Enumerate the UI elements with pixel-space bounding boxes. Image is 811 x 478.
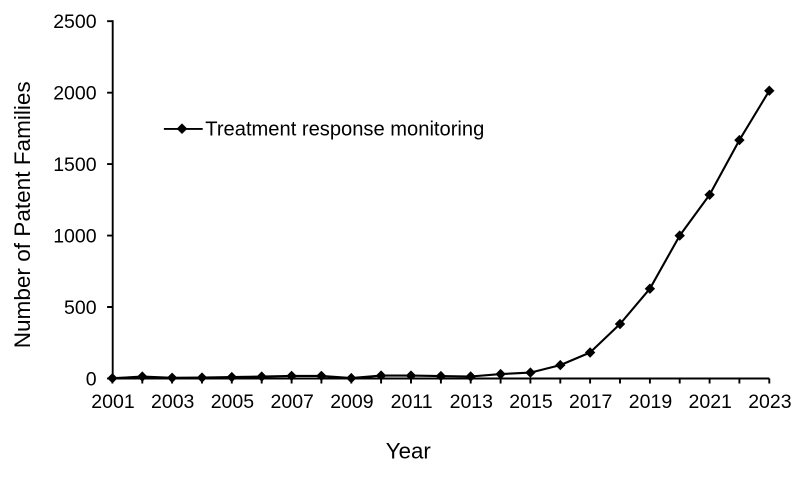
svg-text:2021: 2021 bbox=[689, 391, 732, 413]
svg-text:2013: 2013 bbox=[450, 391, 493, 413]
svg-text:2011: 2011 bbox=[391, 391, 433, 413]
svg-text:Number of Patent Families: Number of Patent Families bbox=[10, 81, 35, 348]
svg-text:2000: 2000 bbox=[53, 83, 97, 105]
svg-text:2023: 2023 bbox=[748, 391, 791, 413]
svg-text:1500: 1500 bbox=[53, 154, 97, 176]
svg-text:2001: 2001 bbox=[91, 391, 134, 413]
svg-text:2005: 2005 bbox=[211, 391, 255, 413]
svg-text:2019: 2019 bbox=[629, 391, 672, 413]
svg-text:500: 500 bbox=[64, 297, 97, 319]
svg-text:Treatment response monitoring: Treatment response monitoring bbox=[205, 119, 484, 141]
svg-text:2017: 2017 bbox=[569, 391, 612, 413]
svg-text:2009: 2009 bbox=[330, 391, 373, 413]
svg-text:2007: 2007 bbox=[271, 391, 314, 413]
svg-text:0: 0 bbox=[86, 368, 97, 390]
svg-text:2500: 2500 bbox=[53, 11, 97, 33]
svg-text:2015: 2015 bbox=[509, 391, 553, 413]
svg-text:1000: 1000 bbox=[53, 226, 97, 248]
svg-text:2003: 2003 bbox=[151, 391, 194, 413]
svg-text:Year: Year bbox=[386, 438, 431, 463]
